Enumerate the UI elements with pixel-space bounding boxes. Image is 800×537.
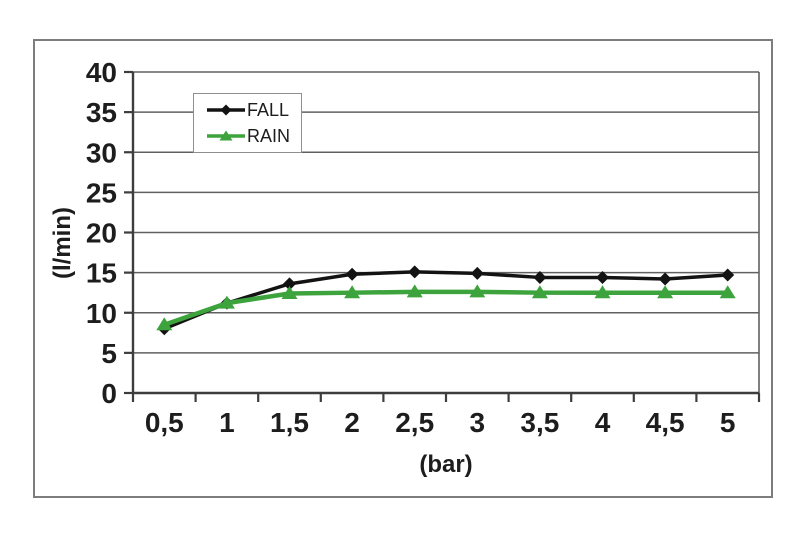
- legend-label: FALL: [247, 100, 290, 121]
- series-marker-fall: [470, 266, 484, 280]
- series-marker-rain: [719, 285, 736, 299]
- x-tick-label: 3: [470, 407, 486, 438]
- series-line-rain: [162, 289, 730, 328]
- series-marker-rain: [657, 285, 674, 299]
- legend-triangle-icon: [207, 130, 245, 141]
- x-tick-label: 2,5: [395, 407, 434, 438]
- x-tick-label: 3,5: [520, 407, 559, 438]
- x-tick-label: 4: [595, 407, 611, 438]
- x-tick-label: 1: [219, 407, 235, 438]
- series-marker-fall: [533, 270, 547, 284]
- series-marker-fall: [345, 267, 359, 281]
- series-marker-rain: [156, 317, 173, 331]
- chart-frame: 0 5 10 15 20 25 30 35 40 0,5 1 1,5 2 2,5 3 3,5 4 4,5 5 FAL…: [33, 39, 773, 498]
- y-tick-label: 5: [101, 338, 117, 369]
- y-axis-title: (l/min): [49, 207, 76, 279]
- y-tick-label: 40: [86, 57, 117, 88]
- series-marker-rain: [406, 284, 423, 298]
- series-marker-rain: [281, 285, 298, 299]
- series-marker-fall: [721, 268, 735, 282]
- series-line-fall: [162, 270, 730, 331]
- y-tick-label: 15: [86, 258, 117, 289]
- x-tick-label: 1,5: [270, 407, 309, 438]
- legend-diamond-icon: [207, 104, 245, 116]
- series-marker-fall: [658, 272, 672, 286]
- x-tick-label: 0,5: [145, 407, 184, 438]
- legend-item-rain: RAIN: [206, 127, 301, 145]
- y-tick-label: 25: [86, 177, 117, 208]
- series-marker-rain: [218, 295, 235, 309]
- x-tick-label: 5: [720, 407, 736, 438]
- line-chart-plot: 0 5 10 15 20 25 30 35 40 0,5 1 1,5 2 2,5 3 3,5 4 4,5 5: [86, 57, 761, 438]
- series-marker-fall: [408, 265, 422, 279]
- x-tick-label: 2: [344, 407, 360, 438]
- series-marker-fall: [596, 270, 609, 284]
- legend-label: RAIN: [247, 125, 291, 146]
- x-tick-label: 4,5: [646, 407, 685, 438]
- chart-legend: FALL RAIN: [193, 93, 302, 153]
- legend-item-fall: FALL: [206, 101, 301, 119]
- series-marker-rain: [531, 285, 548, 299]
- y-tick-label: 0: [101, 378, 117, 409]
- y-tick-label: 35: [86, 97, 117, 128]
- y-tick-label: 20: [86, 218, 117, 249]
- series-marker-rain: [594, 285, 611, 299]
- series-marker-rain: [469, 284, 486, 298]
- series-marker-rain: [344, 285, 361, 299]
- y-tick-label: 10: [86, 298, 117, 329]
- x-axis-title: (bar): [419, 451, 473, 478]
- y-tick-label: 30: [86, 137, 117, 168]
- series-marker-fall: [283, 277, 296, 291]
